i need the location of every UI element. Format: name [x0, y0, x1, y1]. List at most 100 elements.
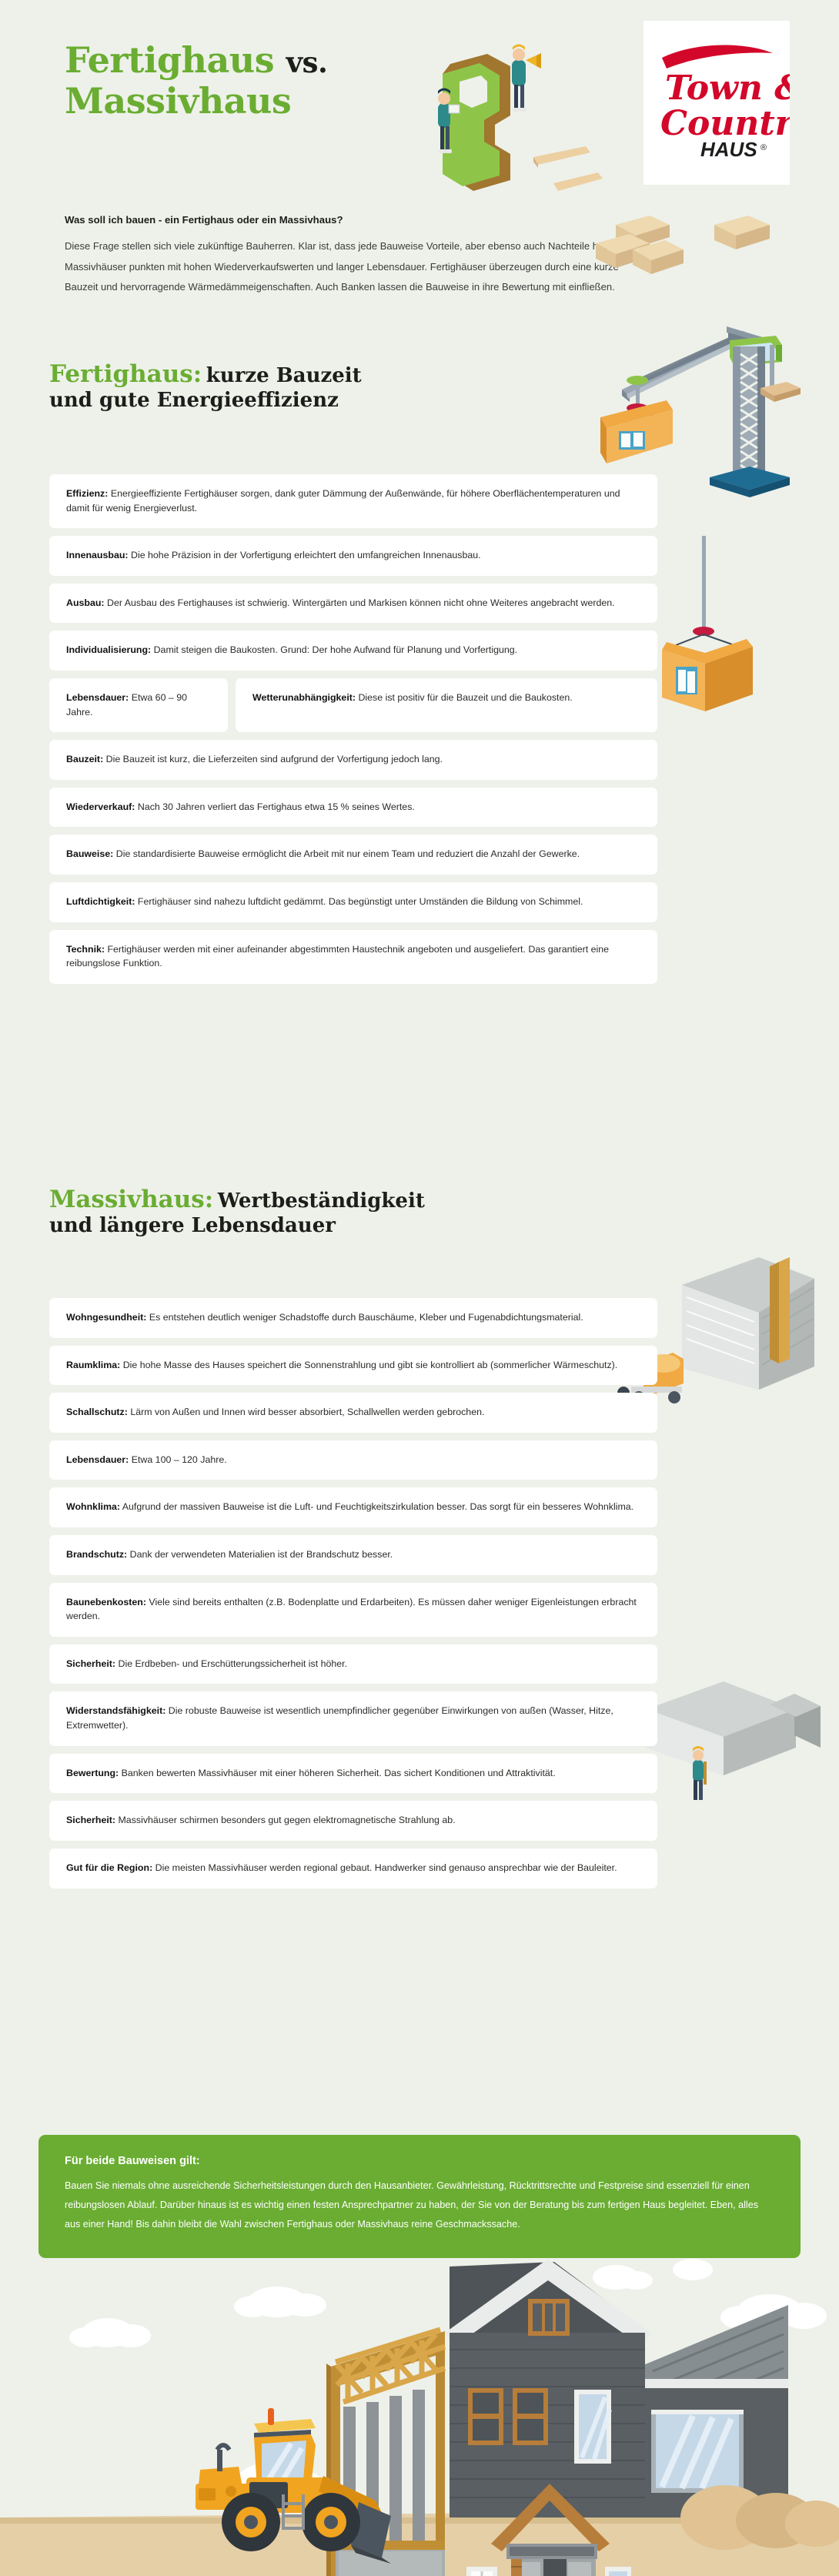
fact-card: Individualisierung: Damit steigen die Ba… [49, 631, 657, 671]
fact-card-text: Lärm von Außen und Innen wird besser abs… [127, 1407, 485, 1418]
section-massivhaus-heading: Massivhaus: Wertbeständigkeit und länger… [49, 1186, 603, 1238]
fact-card-label: Gut für die Region: [66, 1862, 153, 1873]
fact-card-label: Baunebenkosten: [66, 1596, 146, 1607]
fact-card-label: Lebensdauer: [66, 692, 129, 704]
fact-card: Sicherheit: Massivhäuser schirmen besond… [49, 1801, 657, 1841]
svg-text:HAUS: HAUS [700, 138, 757, 161]
crane-mast [733, 346, 765, 482]
massivhaus-heading-dark-2: und längere Lebensdauer [49, 1214, 336, 1238]
fact-card: Wetterunabhängigkeit: Diese ist positiv … [236, 678, 657, 733]
fact-card-label: Bewertung: [66, 1767, 119, 1778]
concrete-wall [682, 1257, 814, 1390]
fertighaus-heading-dark-2: und gute Energieeffizienz [49, 389, 339, 413]
bottom-scene-illustration [0, 2256, 839, 2576]
fact-card-label: Sicherheit: [66, 1658, 116, 1669]
footer-heading: Für beide Bauweisen gilt: [65, 2155, 200, 2167]
fact-card-text: Nach 30 Jahren verliert das Fertighaus e… [135, 801, 415, 812]
massivhaus-card-list: Wohngesundheit: Es entstehen deutlich we… [49, 1298, 657, 1896]
intro-block: Was soll ich bauen - ein Fertighaus oder… [65, 214, 627, 298]
fact-card-label: Brandschutz: [66, 1549, 128, 1561]
section-fertighaus-heading: Fertighaus: kurze Bauzeit und gute Energ… [49, 360, 573, 413]
fact-card-label: Effizienz: [66, 488, 109, 499]
fact-card-label: Luftdichtigkeit: [66, 896, 135, 908]
worker-figure [693, 1746, 707, 1800]
fact-card-text: Die Erdbeben- und Erschütterungssicherhe… [115, 1658, 348, 1669]
fact-card: Innenausbau: Die hohe Präzision in der V… [49, 536, 657, 576]
fact-card-text: Die standardisierte Bauweise ermöglicht … [113, 848, 580, 860]
fact-card-text: Die hohe Präzision in der Vorfertigung e… [128, 550, 481, 561]
fact-card: Raumklima: Die hohe Masse des Hauses spe… [49, 1345, 657, 1386]
header: Fertighaus vs. Massivhaus Town & Country… [0, 0, 839, 192]
fact-card: Wohngesundheit: Es entstehen deutlich we… [49, 1298, 657, 1338]
fact-card-text: Der Ausbau des Fertighauses ist schwieri… [104, 597, 615, 608]
fact-card: Luftdichtigkeit: Fertighäuser sind nahez… [49, 882, 657, 922]
house-main [445, 2259, 651, 2576]
crane-jib [622, 326, 776, 402]
fact-card-text: Banken bewerten Massivhäuser mit einer h… [119, 1767, 556, 1778]
fact-card: Lebensdauer: Etwa 100 – 120 Jahre. [49, 1440, 657, 1480]
fact-card-label: Ausbau: [66, 597, 105, 608]
fact-card-text: Die Bauzeit ist kurz, die Lieferzeiten s… [103, 754, 443, 765]
fact-card-text: Diese ist positiv für die Bauzeit und di… [356, 692, 573, 704]
fact-card-label: Individualisierung: [66, 644, 152, 656]
massivhaus-heading-dark-1: Wertbeständigkeit [217, 1189, 425, 1213]
fact-card: Wiederverkauf: Nach 30 Jahren verliert d… [49, 787, 657, 828]
page-title-line2-green: Massivhaus [65, 80, 292, 122]
crane-hook-panel-lower [662, 536, 753, 711]
brand-logo[interactable]: Town & Country HAUS ® Town & Country HAU… [643, 21, 815, 185]
fact-card-label: Widerstandsfähigkeit: [66, 1705, 166, 1717]
fact-card: Lebensdauer: Etwa 60 – 90 Jahre. [49, 678, 228, 733]
fact-card: Effizienz: Energieeffiziente Fertighäuse… [49, 474, 657, 529]
brick-group-right [714, 216, 770, 249]
fact-card-text: Etwa 100 – 120 Jahre. [129, 1454, 227, 1465]
fertighaus-heading-green: Fertighaus: [49, 360, 202, 388]
page-title-vs: vs. [286, 45, 328, 79]
fact-card-text: Damit steigen die Baukosten. Grund: Der … [151, 644, 518, 656]
fact-card: Gut für die Region: Die meisten Massivhä… [49, 1848, 657, 1889]
fertighaus-heading-dark-1: kurze Bauzeit [206, 364, 362, 387]
fact-card: Bauweise: Die standardisierte Bauweise e… [49, 835, 657, 875]
fact-card-text: Die hohe Masse des Hauses speichert die … [120, 1359, 618, 1370]
massivhaus-heading-green: Massivhaus: [49, 1186, 214, 1213]
fact-card-text: Energieeffiziente Fertighäuser sorgen, d… [66, 488, 620, 514]
page-title-line1-green: Fertighaus [65, 39, 275, 81]
footer-callout: Für beide Bauweisen gilt: Bauen Sie niem… [38, 2135, 801, 2258]
crane-hook-panel-upper [600, 376, 673, 463]
foundation-block [647, 1681, 821, 1775]
fertighaus-card-list: Effizienz: Energieeffiziente Fertighäuse… [49, 474, 657, 992]
crane-base [710, 467, 790, 497]
fact-card-label: Wiederverkauf: [66, 801, 135, 812]
fact-card: Technik: Fertighäuser werden mit einer a… [49, 929, 657, 984]
fact-card-text: Etwa 60 – 90 Jahre. [66, 692, 188, 718]
fact-card-row: Lebensdauer: Etwa 60 – 90 Jahre. Wetterun… [49, 678, 657, 733]
fact-card-label: Technik: [66, 943, 105, 955]
fact-card-text: Dank der verwendeten Materialien ist der… [127, 1549, 393, 1561]
footer-text: Bauen Sie niemals ohne ausreichende Sich… [65, 2180, 758, 2230]
fact-card: Baunebenkosten: Viele sind bereits entha… [49, 1582, 657, 1637]
fact-card-label: Lebensdauer: [66, 1454, 129, 1465]
crane-counterweight [760, 345, 801, 402]
wheel-loader-illustration [196, 2408, 391, 2564]
svg-text:®: ® [760, 143, 767, 152]
fact-card: Ausbau: Der Ausbau des Fertighauses ist … [49, 583, 657, 624]
sand-piles [680, 2485, 839, 2550]
fact-card-label: Bauweise: [66, 848, 114, 860]
fact-card-text: Es entstehen deutlich weniger Schadstoff… [146, 1312, 583, 1323]
fact-card-text: Die meisten Massivhäuser werden regional… [152, 1862, 617, 1873]
fact-card: Bewertung: Banken bewerten Massivhäuser … [49, 1753, 657, 1794]
fact-card-label: Bauzeit: [66, 754, 104, 765]
svg-text:Country: Country [660, 104, 790, 143]
fact-card-text: Fertighäuser sind nahezu luftdicht gedäm… [135, 896, 583, 908]
fact-card: Sicherheit: Die Erdbeben- und Erschütter… [49, 1644, 657, 1684]
fact-card: Brandschutz: Dank der verwendeten Materi… [49, 1535, 657, 1575]
fact-card-label: Sicherheit: [66, 1815, 116, 1826]
fact-card-text: Die robuste Bauweise ist wesentlich unem… [66, 1705, 613, 1731]
page-title: Fertighaus vs. Massivhaus [65, 39, 496, 122]
fact-card-text: Fertighäuser werden mit einer aufeinande… [66, 943, 610, 969]
fact-card-text: Aufgrund der massiven Bauweise ist die L… [120, 1501, 634, 1513]
fact-card-text: Massivhäuser schirmen besonders gut gege… [115, 1815, 456, 1826]
fact-card-label: Wohngesundheit: [66, 1312, 147, 1323]
fact-card-label: Schallschutz: [66, 1407, 128, 1418]
fact-card: Bauzeit: Die Bauzeit ist kurz, die Liefe… [49, 740, 657, 780]
